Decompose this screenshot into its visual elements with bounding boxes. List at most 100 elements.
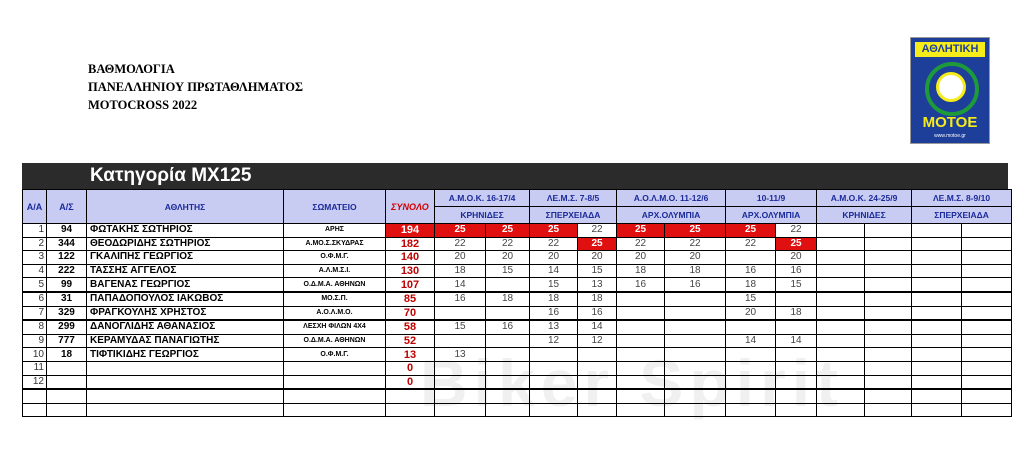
score-cell: 18 xyxy=(577,290,618,307)
table-row: 3 122 ΓΚΑΛΙΠΗΣ ΓΕΩΡΓΙΟΣ Ο.Φ.Μ.Γ. 140 20 20 20 20… xyxy=(22,250,1013,265)
logo-url: www.motoe.gr xyxy=(934,133,966,139)
score-cell: 20 xyxy=(577,250,618,265)
score-cell: 18 xyxy=(484,290,531,307)
table-row xyxy=(22,402,1013,418)
score-cell: 22 xyxy=(664,236,727,252)
score-cell xyxy=(529,388,579,404)
score-cell: 16 xyxy=(577,305,618,321)
athlete-cell: ΒΑΓΕΝΑΣ ΓΕΩΡΓΙΟΣ xyxy=(86,277,284,293)
score-cell xyxy=(725,360,777,376)
score-cell: 18 xyxy=(529,290,579,307)
score-cell xyxy=(484,277,531,293)
score-cell xyxy=(775,319,818,335)
event-venue: ΑΡΧ.ΟΛΥΜΠΙΑ xyxy=(725,206,818,224)
score-cell xyxy=(864,223,913,238)
table-row: 12 0 xyxy=(22,374,1013,390)
score-cell xyxy=(961,374,1013,390)
rank-cell xyxy=(22,402,47,418)
score-cell xyxy=(775,347,818,362)
score-cell xyxy=(577,402,618,418)
score-cell: 25 xyxy=(577,236,618,252)
club-cell xyxy=(283,374,386,390)
score-cell xyxy=(529,374,579,390)
athlete-cell: ΘΕΟΔΩΡΙΔΗΣ ΣΩΤΗΡΙΟΣ xyxy=(86,236,284,252)
score-cell xyxy=(529,360,579,376)
table-row: 5 99 ΒΑΓΕΝΑΣ ΓΕΩΡΓΙΟΣ Ο.Δ.Μ.Α. ΑΘΗΝΩΝ 107 14 1… xyxy=(22,277,1013,293)
score-cell xyxy=(961,250,1013,265)
table-row: 2 344 ΘΕΟΔΩΡΙΔΗΣ ΣΩΤΗΡΙΟΣ Α.ΜΟ.Σ.ΣΚΥΔΡΑΣ 182… xyxy=(22,236,1013,252)
athlete-cell: ΤΙΦΤΙΚΙΔΗΣ ΓΕΩΡΓΙΟΣ xyxy=(86,347,284,362)
score-cell xyxy=(864,319,913,335)
score-cell: 20 xyxy=(484,250,531,265)
rank-cell: 1 xyxy=(22,223,47,238)
document-title: ΒΑΘΜΟΛΟΓΙΑ ΠΑΝΕΛΛΗΝΙΟΥ ΠΡΩΤΑΘΛΗΜΑΤΟΣ MOT… xyxy=(88,60,303,114)
score-cell: 18 xyxy=(725,277,777,293)
score-cell xyxy=(616,290,666,307)
score-cell xyxy=(961,388,1013,404)
race-number-cell: 299 xyxy=(46,319,87,335)
total-cell: 85 xyxy=(385,290,435,307)
athlete-cell: ΠΑΠΑΔΟΠΟΥΛΟΣ ΙΑΚΩΒΟΣ xyxy=(86,290,284,307)
athlete-cell: ΔΑΝΟΓΛΙΔΗΣ ΑΘΑΝΑΣΙΟΣ xyxy=(86,319,284,335)
score-cell xyxy=(775,402,818,418)
score-cell xyxy=(484,360,531,376)
score-cell xyxy=(911,347,963,362)
club-cell: Ο.Φ.Μ.Γ. xyxy=(283,250,386,265)
logo-text-top: ΑΘΛΗΤΙΚΗ xyxy=(915,42,985,57)
score-cell xyxy=(816,263,866,279)
total-cell: 58 xyxy=(385,319,435,335)
score-cell xyxy=(911,333,963,349)
score-cell xyxy=(864,360,913,376)
rank-cell: 9 xyxy=(22,333,47,349)
header-as: Α/Σ xyxy=(46,189,87,224)
event-name: Α.Ο.Λ.Μ.Ο. 11-12/6 xyxy=(616,189,727,207)
score-cell xyxy=(529,402,579,418)
total-cell: 130 xyxy=(385,263,435,279)
header-total: ΣΥΝΟΛΟ xyxy=(385,189,435,224)
club-cell: Ο.Δ.Μ.Α. ΑΘΗΝΩΝ xyxy=(283,333,386,349)
race-number-cell xyxy=(46,388,87,404)
race-number-cell: 777 xyxy=(46,333,87,349)
score-cell: 18 xyxy=(434,263,486,279)
score-cell xyxy=(864,277,913,293)
score-cell: 12 xyxy=(577,333,618,349)
score-cell xyxy=(775,374,818,390)
race-number-cell: 122 xyxy=(46,250,87,265)
score-cell xyxy=(577,360,618,376)
score-cell: 16 xyxy=(529,305,579,321)
score-cell: 22 xyxy=(725,236,777,252)
table-row: 8 299 ΔΑΝΟΓΛΙΔΗΣ ΑΘΑΝΑΣΙΟΣ ΛΕΣΧΗ ΦΙΛΩΝ 4Χ4 5… xyxy=(22,319,1013,335)
score-cell: 16 xyxy=(725,263,777,279)
score-cell xyxy=(961,223,1013,238)
score-cell: 20 xyxy=(775,250,818,265)
event-name: Α.Μ.Ο.Κ. 24-25/9 xyxy=(816,189,913,207)
score-cell xyxy=(816,290,866,307)
score-cell xyxy=(484,402,531,418)
score-cell xyxy=(816,402,866,418)
score-cell: 14 xyxy=(529,263,579,279)
race-number-cell xyxy=(46,402,87,418)
title-line: MOTOCROSS 2022 xyxy=(88,98,198,112)
race-number-cell xyxy=(46,360,87,376)
score-cell: 25 xyxy=(775,236,818,252)
score-cell xyxy=(816,360,866,376)
athlete-cell: ΚΕΡΑΜΥΔΑΣ ΠΑΝΑΓΙΩΤΗΣ xyxy=(86,333,284,349)
athlete-cell xyxy=(86,402,284,418)
table-row: 11 0 xyxy=(22,360,1013,376)
score-cell xyxy=(616,374,666,390)
score-cell: 25 xyxy=(725,223,777,238)
total-cell xyxy=(385,402,435,418)
score-cell xyxy=(725,374,777,390)
score-cell xyxy=(864,236,913,252)
score-cell xyxy=(484,347,531,362)
score-cell xyxy=(816,319,866,335)
score-cell: 25 xyxy=(664,223,727,238)
score-cell xyxy=(961,360,1013,376)
score-cell xyxy=(864,250,913,265)
athlete-cell: ΦΡΑΓΚΟΥΛΗΣ ΧΡΗΣΤΟΣ xyxy=(86,305,284,321)
score-cell xyxy=(434,374,486,390)
rank-cell: 2 xyxy=(22,236,47,252)
score-cell xyxy=(816,388,866,404)
score-cell xyxy=(816,223,866,238)
club-cell: Α.ΜΟ.Σ.ΣΚΥΔΡΑΣ xyxy=(283,236,386,252)
